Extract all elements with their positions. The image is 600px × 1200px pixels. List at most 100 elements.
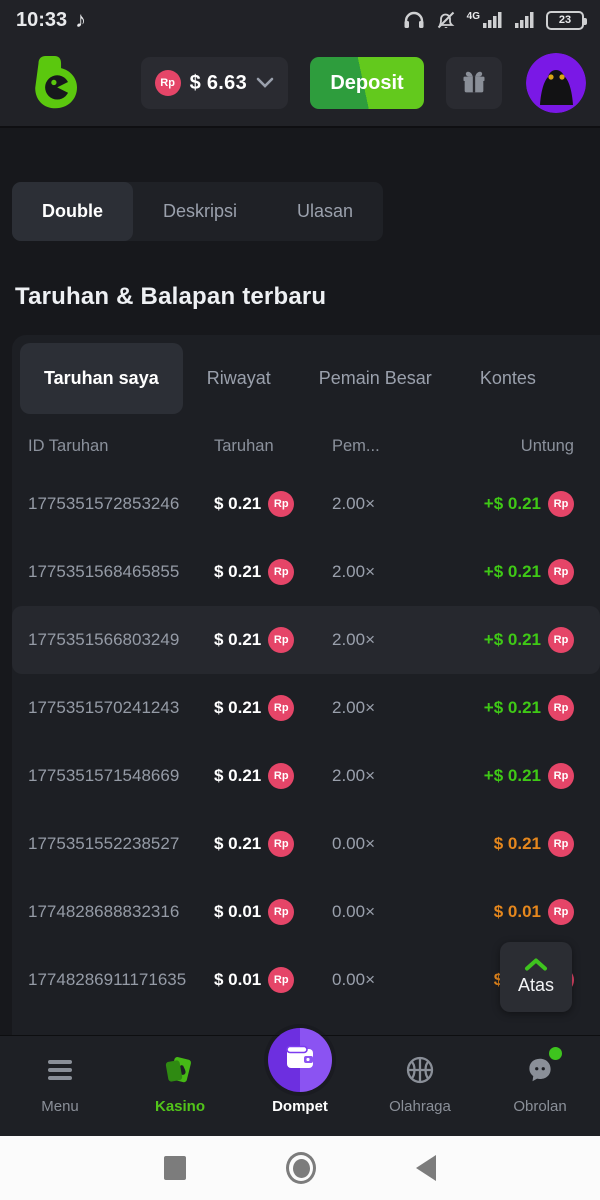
rp-coin-icon: Rp bbox=[548, 763, 574, 789]
bets-tab-kontes[interactable]: Kontes bbox=[479, 368, 536, 388]
bet-amount-value: $ 0.21 bbox=[214, 630, 262, 649]
table-header-row: ID Taruhan Taruhan Pem... Untung bbox=[12, 414, 600, 470]
nav-label-kasino: Kasino bbox=[154, 1098, 205, 1115]
rp-coin-icon: Rp bbox=[268, 627, 295, 653]
bet-amount-value: $ 0.21 bbox=[214, 834, 262, 853]
bet-id: 1775351572853246 bbox=[28, 494, 180, 513]
tab-deskripsi[interactable]: Deskripsi bbox=[163, 201, 238, 221]
bet-amount-value: $ 0.01 bbox=[214, 902, 262, 921]
payout-multiplier: 2.00× bbox=[332, 562, 376, 581]
table-row[interactable]: 1775351566803249 $ 0.21 Rp 2.00× +$ 0.21 Rp bbox=[12, 606, 600, 674]
table-row[interactable]: 1775351552238527 $ 0.21 Rp 0.00× $ 0.21 Rp bbox=[12, 810, 600, 878]
bets-tab-riwayat[interactable]: Riwayat bbox=[206, 368, 271, 388]
chat-icon-wrap bbox=[525, 1045, 564, 1092]
nav-item-obrolan[interactable]: Obrolan bbox=[480, 1036, 600, 1136]
table-row[interactable]: 1774828688832316 $ 0.01 Rp 0.00× $ 0.01 Rp bbox=[12, 878, 600, 946]
bet-amount: $ 0.21 Rp bbox=[214, 491, 332, 517]
home-button-inner bbox=[292, 1158, 310, 1178]
gift-icon bbox=[463, 71, 485, 93]
sports-icon bbox=[404, 1054, 436, 1091]
avatar[interactable] bbox=[526, 53, 586, 113]
bet-id: 1775351571548669 bbox=[28, 766, 180, 785]
bet-id: 1774828688832316 bbox=[28, 902, 180, 921]
table-row[interactable]: 1775351568465855 $ 0.21 Rp 2.00× +$ 0.21 Rp bbox=[12, 538, 600, 606]
bet-id: 1775351552238527 bbox=[28, 834, 180, 853]
bet-amount-value: $ 0.21 bbox=[214, 494, 262, 513]
bets-tab-pemain-besar[interactable]: Pemain Besar bbox=[318, 368, 432, 388]
bet-id: 17748286911171635 bbox=[28, 970, 187, 989]
nav-label-dompet: Dompet bbox=[272, 1098, 328, 1115]
bet-amount-value: $ 0.21 bbox=[214, 562, 262, 581]
table-body: 1775351572853246 $ 0.21 Rp 2.00× +$ 0.21 Rp 17… bbox=[12, 470, 600, 1014]
gift-button[interactable] bbox=[446, 57, 502, 109]
profit-amount-value: +$ 0.21 bbox=[483, 630, 541, 649]
rp-coin-icon: Rp bbox=[548, 559, 574, 585]
table-row[interactable]: 1775351571548669 $ 0.21 Rp 2.00× +$ 0.21 Rp bbox=[12, 742, 600, 810]
payout-multiplier: 0.00× bbox=[332, 902, 376, 921]
profit-amount-value: +$ 0.21 bbox=[483, 698, 541, 717]
nav-label-menu: Menu bbox=[41, 1098, 79, 1115]
balance-amount: $ 6.63 bbox=[189, 71, 247, 94]
recents-button[interactable] bbox=[164, 1156, 186, 1180]
android-nav-bar bbox=[0, 1136, 600, 1200]
rp-coin-icon: Rp bbox=[154, 70, 181, 96]
rp-coin-icon: Rp bbox=[548, 899, 574, 925]
back-button[interactable] bbox=[416, 1155, 436, 1181]
rp-coin-icon: Rp bbox=[268, 831, 295, 857]
payout-multiplier: 2.00× bbox=[332, 766, 376, 785]
menu-icon-wrap bbox=[45, 1052, 75, 1092]
profit-amount: +$ 0.21 Rp bbox=[444, 491, 574, 517]
rp-coin-icon: Rp bbox=[548, 627, 574, 653]
nav-label-olahraga: Olahraga bbox=[389, 1098, 451, 1115]
scroll-to-top-label: Atas bbox=[517, 975, 555, 995]
signal-4g-icon: 4G bbox=[467, 11, 504, 29]
bottom-nav: Menu Kasino Dompet Olahraga Obrolan bbox=[0, 1028, 600, 1136]
casino-icon bbox=[163, 1054, 197, 1091]
bet-amount-value: $ 0.21 bbox=[214, 698, 262, 717]
section-title: Taruhan & Balapan terbaru bbox=[15, 283, 327, 310]
nav-item-dompet[interactable]: Dompet bbox=[240, 1028, 360, 1136]
chat-icon bbox=[525, 1055, 555, 1090]
rp-coin-icon: Rp bbox=[268, 559, 295, 585]
table-row[interactable]: 1775351572853246 $ 0.21 Rp 2.00× +$ 0.21 Rp bbox=[12, 470, 600, 538]
tab-double[interactable]: Double bbox=[12, 182, 133, 241]
balance-selector[interactable]: Rp $ 6.63 bbox=[140, 57, 288, 109]
rp-coin-icon: Rp bbox=[268, 695, 295, 721]
mute-bell-icon bbox=[435, 10, 457, 30]
bets-tab-taruhan-saya[interactable]: Taruhan saya bbox=[20, 343, 183, 414]
nav-item-menu[interactable]: Menu bbox=[0, 1036, 120, 1136]
online-dot bbox=[547, 1045, 564, 1062]
bet-amount: $ 0.21 Rp bbox=[214, 559, 332, 585]
payout-multiplier: 0.00× bbox=[332, 834, 376, 853]
app-header: Rp $ 6.63 Deposit bbox=[0, 40, 600, 126]
headphones-icon bbox=[403, 10, 425, 30]
home-button[interactable] bbox=[286, 1152, 316, 1184]
column-header-id-taruhan: ID Taruhan bbox=[28, 436, 109, 455]
chevron-up-icon bbox=[525, 958, 547, 971]
rp-coin-icon: Rp bbox=[548, 491, 574, 517]
profit-amount: $ 0.01 Rp bbox=[444, 899, 574, 925]
profit-amount-value: $ 0.01 bbox=[493, 902, 541, 921]
signal-bars-icon bbox=[514, 11, 536, 29]
sports-icon-wrap bbox=[404, 1052, 436, 1092]
rp-coin-icon: Rp bbox=[548, 695, 574, 721]
wallet-circle bbox=[268, 1028, 332, 1092]
deposit-button[interactable]: Deposit bbox=[310, 57, 424, 109]
nav-item-olahraga[interactable]: Olahraga bbox=[360, 1036, 480, 1136]
bet-amount: $ 0.01 Rp bbox=[214, 899, 332, 925]
scroll-to-top-button[interactable]: Atas bbox=[500, 942, 572, 1012]
casino-icon-wrap bbox=[163, 1052, 197, 1092]
table-row[interactable]: 1775351570241243 $ 0.21 Rp 2.00× +$ 0.21 Rp bbox=[12, 674, 600, 742]
profit-amount: +$ 0.21 Rp bbox=[444, 559, 574, 585]
wallet-icon bbox=[284, 1044, 316, 1077]
tab-ulasan[interactable]: Ulasan bbox=[297, 201, 354, 221]
app-logo[interactable] bbox=[22, 50, 88, 116]
game-tabs: Double Deskripsi Ulasan bbox=[12, 182, 384, 241]
bet-amount: $ 0.21 Rp bbox=[214, 763, 332, 789]
rp-coin-icon: Rp bbox=[268, 491, 295, 517]
profit-amount: $ 0.21 Rp bbox=[444, 831, 574, 857]
nav-item-kasino[interactable]: Kasino bbox=[120, 1036, 240, 1136]
music-note-icon: ♪ bbox=[75, 7, 87, 32]
bet-id: 1775351566803249 bbox=[28, 630, 180, 649]
rp-coin-icon: Rp bbox=[548, 831, 574, 857]
